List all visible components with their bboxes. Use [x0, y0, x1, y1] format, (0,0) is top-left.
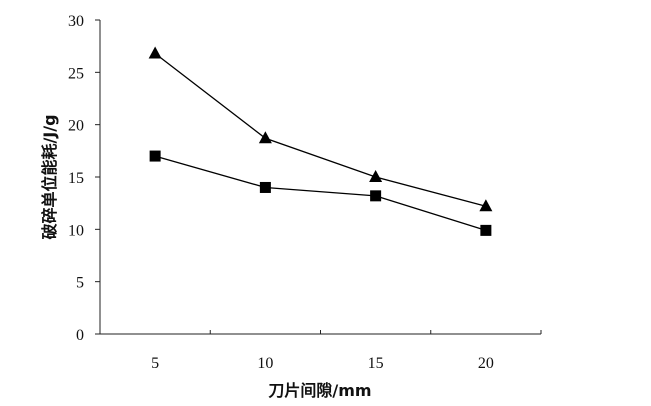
triangle-point [479, 199, 493, 212]
square-point [149, 150, 161, 162]
x-tick-label: 10 [257, 355, 273, 372]
x-axis-label: 刀片间隙/mm [268, 381, 371, 400]
y-tick-label: 15 [68, 170, 84, 187]
y-tick-label: 20 [68, 118, 84, 135]
square-point [370, 190, 382, 202]
y-tick-label: 25 [68, 65, 84, 82]
y-tick-label: 5 [76, 275, 84, 292]
x-tick-label: 15 [368, 355, 384, 372]
series-line-square [154, 155, 487, 232]
triangle-point [148, 46, 162, 59]
series-line-triangle [154, 52, 487, 207]
y-tick-label: 0 [76, 327, 84, 344]
x-tick-label: 20 [478, 355, 494, 372]
triangle-point [369, 170, 383, 182]
y-tick-label: 30 [68, 13, 84, 30]
y-axis-label: 破碎单位能耗/J/g [40, 114, 59, 239]
y-tick-label: 10 [68, 222, 84, 239]
triangle-point [258, 131, 272, 144]
x-tick-label: 5 [151, 355, 159, 372]
square-point [480, 224, 492, 236]
square-point [259, 181, 271, 193]
